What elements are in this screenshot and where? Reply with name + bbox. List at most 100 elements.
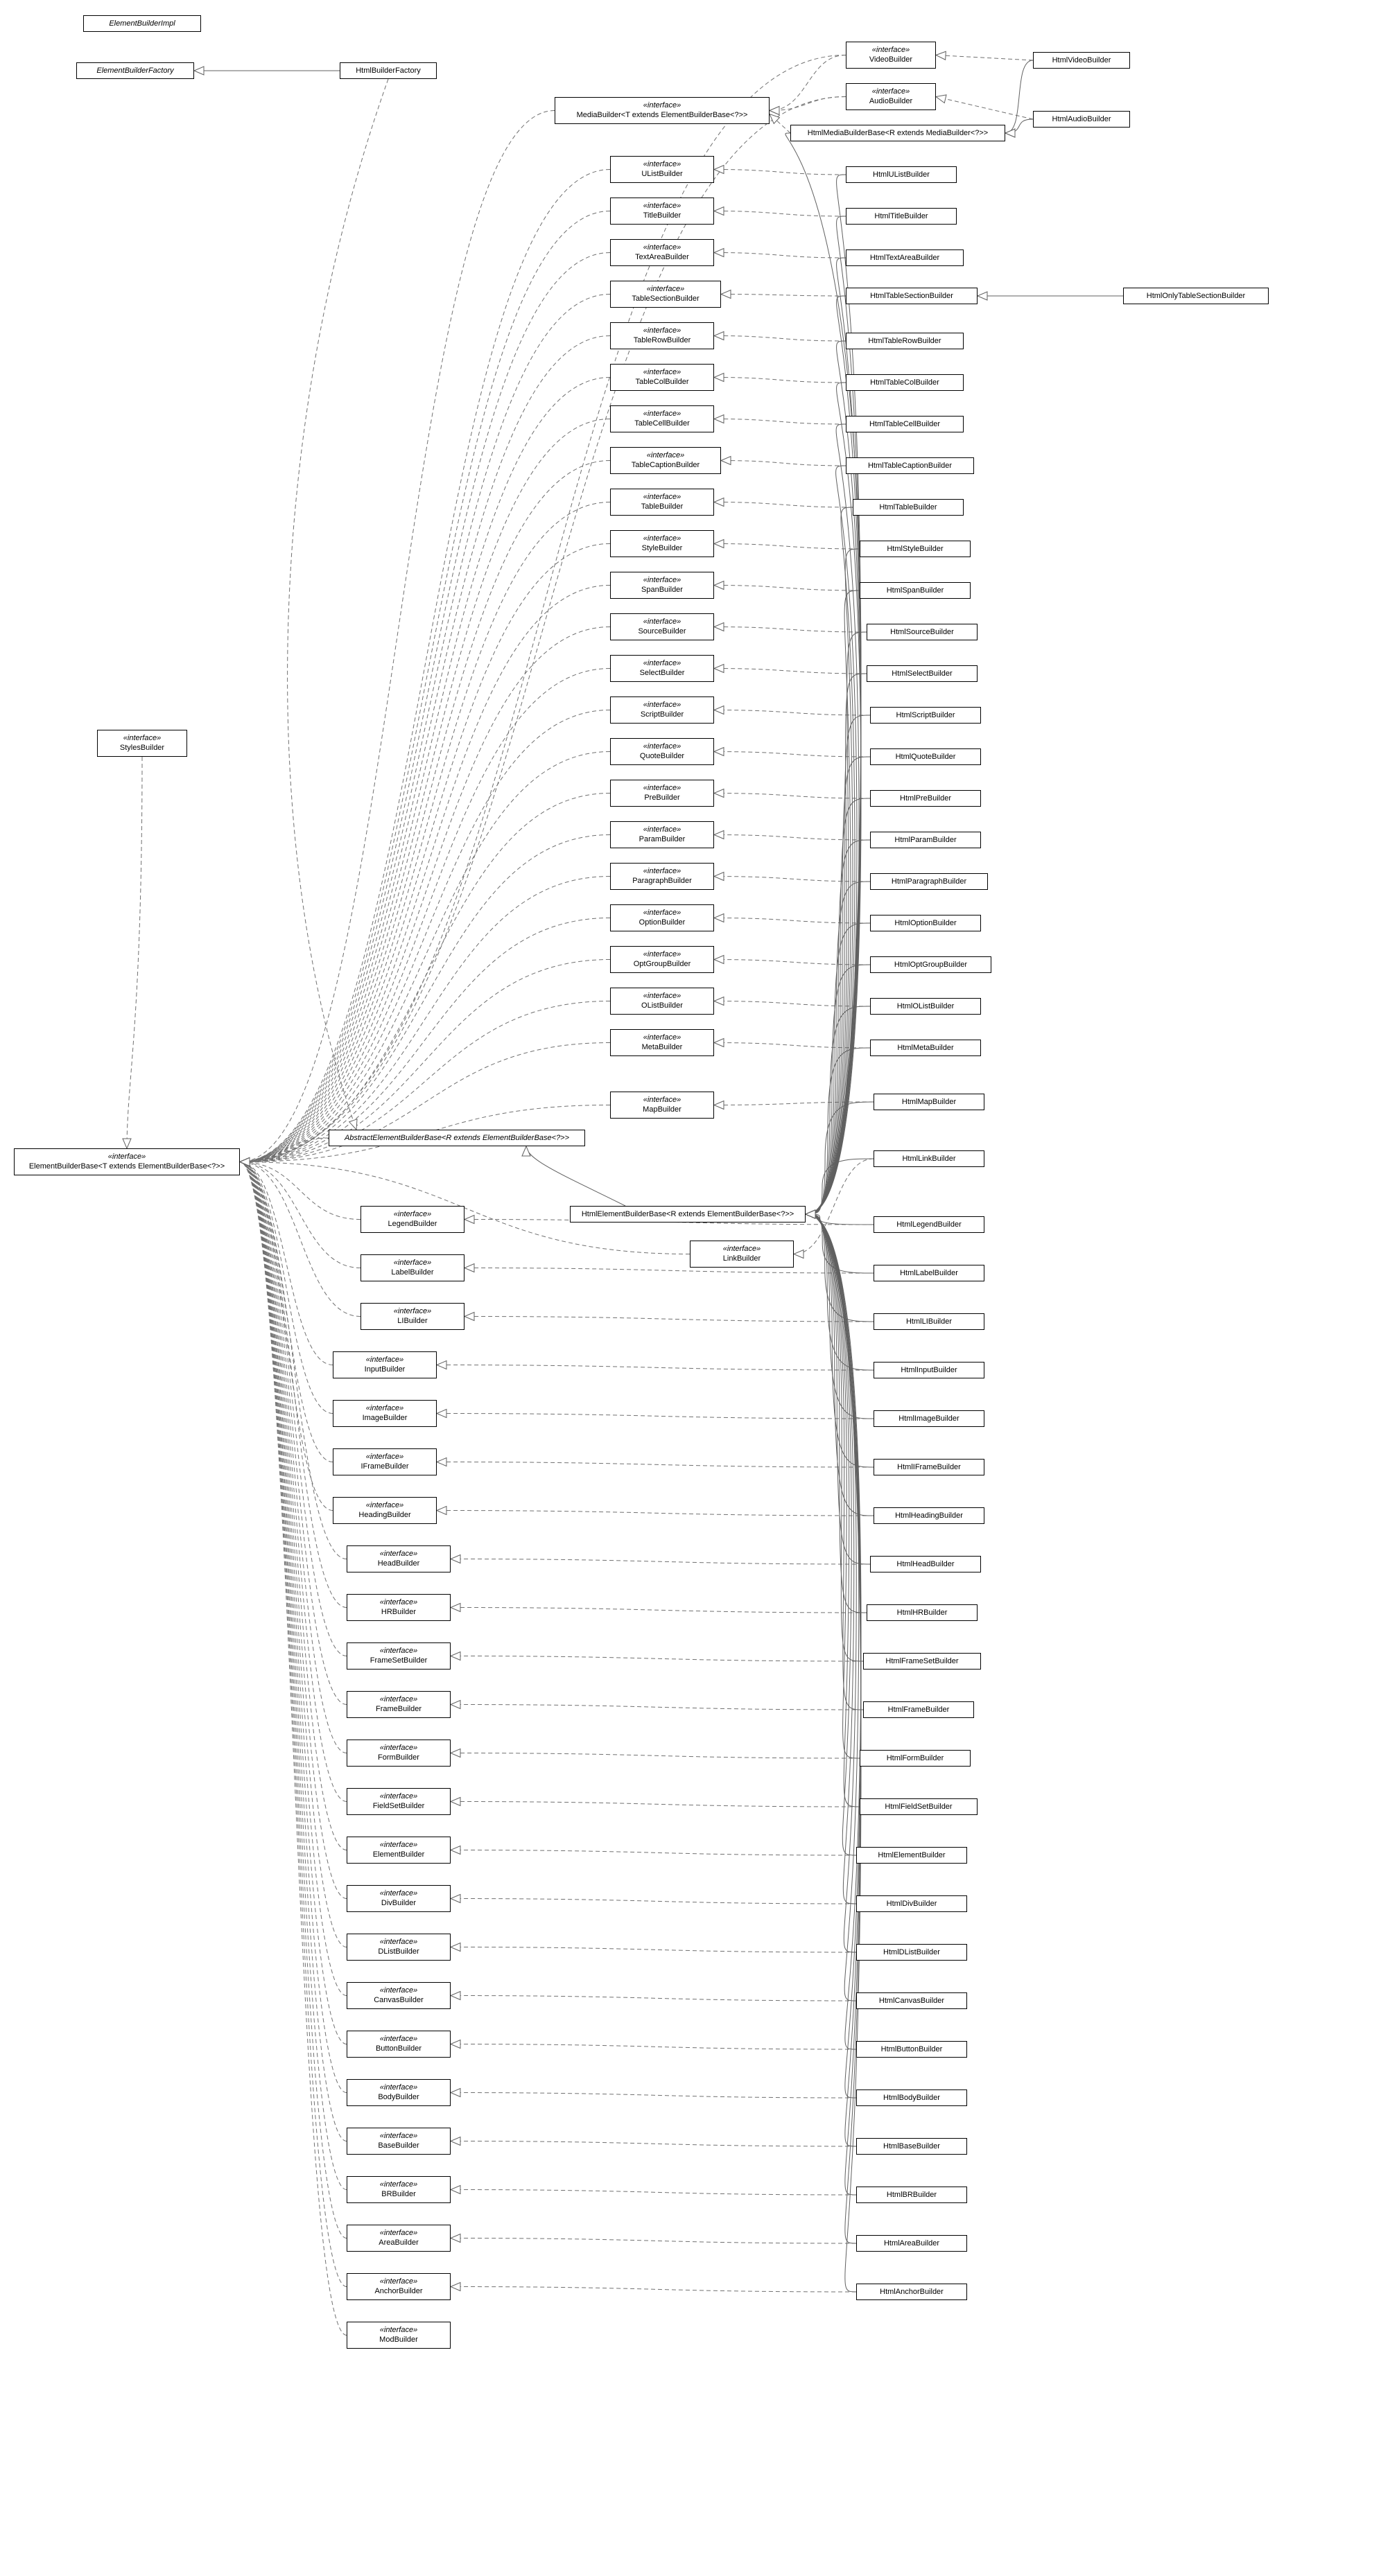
class-HtmlAnchorBuilder: HtmlAnchorBuilder bbox=[856, 2284, 967, 2300]
class-HtmlFrameSetBuilder: HtmlFrameSetBuilder bbox=[863, 1653, 981, 1670]
class-HtmlSelectBuilder: HtmlSelectBuilder bbox=[867, 665, 978, 682]
class-label: TableRowBuilder bbox=[634, 336, 691, 344]
class-label: HtmlFormBuilder bbox=[887, 1754, 944, 1762]
stereotype: «interface» bbox=[353, 1986, 444, 1995]
class-label: HtmlStyleBuilder bbox=[887, 545, 943, 553]
class-MediaBuilder: «interface»MediaBuilder<T extends Elemen… bbox=[555, 97, 770, 124]
stereotype: «interface» bbox=[353, 1791, 444, 1801]
class-label: FrameBuilder bbox=[376, 1705, 422, 1713]
class-label: HtmlTableSectionBuilder bbox=[870, 292, 953, 300]
class-label: TableBuilder bbox=[641, 502, 684, 511]
class-label: HtmlParagraphBuilder bbox=[892, 877, 966, 886]
class-StylesBuilder: «interface»StylesBuilder bbox=[97, 730, 187, 757]
class-label: FrameSetBuilder bbox=[370, 1656, 428, 1665]
stereotype: «interface» bbox=[339, 1355, 431, 1365]
class-AbstractElementBuilderBase: AbstractElementBuilderBase<R extends Ele… bbox=[329, 1130, 585, 1146]
class-DivBuilder: «interface»DivBuilder bbox=[347, 1885, 451, 1912]
class-label: InputBuilder bbox=[365, 1365, 406, 1374]
class-HtmlMetaBuilder: HtmlMetaBuilder bbox=[870, 1040, 981, 1056]
class-label: HeadingBuilder bbox=[358, 1511, 410, 1519]
class-label: AnchorBuilder bbox=[374, 2287, 422, 2295]
class-label: StyleBuilder bbox=[642, 544, 683, 552]
class-label: HtmlHeadBuilder bbox=[896, 1560, 954, 1568]
class-label: HtmlTextAreaBuilder bbox=[870, 254, 939, 262]
class-label: BodyBuilder bbox=[378, 2093, 419, 2101]
class-HtmlBodyBuilder: HtmlBodyBuilder bbox=[856, 2089, 967, 2106]
stereotype: «interface» bbox=[339, 1500, 431, 1510]
class-SelectBuilder: «interface»SelectBuilder bbox=[610, 655, 714, 682]
class-HtmlLIBuilder: HtmlLIBuilder bbox=[874, 1313, 984, 1330]
class-label: TextAreaBuilder bbox=[635, 253, 689, 261]
class-StyleBuilder: «interface»StyleBuilder bbox=[610, 530, 714, 557]
class-label: CanvasBuilder bbox=[374, 1996, 424, 2004]
class-label: HtmlImageBuilder bbox=[898, 1414, 959, 1423]
stereotype: «interface» bbox=[353, 1889, 444, 1898]
class-BodyBuilder: «interface»BodyBuilder bbox=[347, 2079, 451, 2106]
class-label: HtmlFrameSetBuilder bbox=[885, 1657, 958, 1665]
uml-class-diagram: ElementBuilderImplElementBuilderFactoryH… bbox=[14, 14, 1367, 2562]
class-HtmlTableColBuilder: HtmlTableColBuilder bbox=[846, 374, 964, 391]
class-IFrameBuilder: «interface»IFrameBuilder bbox=[333, 1448, 437, 1475]
class-HtmlTitleBuilder: HtmlTitleBuilder bbox=[846, 208, 957, 225]
class-label: TableCellBuilder bbox=[634, 419, 690, 428]
class-label: HtmlAudioBuilder bbox=[1052, 115, 1111, 123]
stereotype: «interface» bbox=[339, 1403, 431, 1413]
class-label: HtmlLabelBuilder bbox=[900, 1269, 958, 1277]
stereotype: «interface» bbox=[616, 1033, 708, 1042]
stereotype: «interface» bbox=[353, 2034, 444, 2044]
stereotype: «interface» bbox=[616, 908, 708, 918]
class-FrameSetBuilder: «interface»FrameSetBuilder bbox=[347, 1642, 451, 1670]
class-HtmlElementBuilderBase: HtmlElementBuilderBase<R extends Element… bbox=[570, 1206, 806, 1223]
stereotype: «interface» bbox=[20, 1152, 234, 1162]
class-label: HtmlElementBuilder bbox=[878, 1851, 945, 1859]
class-label: AudioBuilder bbox=[869, 97, 912, 105]
class-label: TitleBuilder bbox=[643, 211, 681, 220]
class-HtmlParagraphBuilder: HtmlParagraphBuilder bbox=[870, 873, 988, 890]
stereotype: «interface» bbox=[353, 1646, 444, 1656]
class-HtmlIFrameBuilder: HtmlIFrameBuilder bbox=[874, 1459, 984, 1475]
class-label: AreaBuilder bbox=[379, 2238, 418, 2247]
class-label: SelectBuilder bbox=[640, 669, 685, 677]
stereotype: «interface» bbox=[616, 949, 708, 959]
class-InputBuilder: «interface»InputBuilder bbox=[333, 1351, 437, 1378]
class-label: ElementBuilderFactory bbox=[96, 67, 173, 75]
class-LabelBuilder: «interface»LabelBuilder bbox=[361, 1254, 464, 1281]
class-HtmlTableSectionBuilder: HtmlTableSectionBuilder bbox=[846, 288, 978, 304]
class-LegendBuilder: «interface»LegendBuilder bbox=[361, 1206, 464, 1233]
class-HtmlTableRowBuilder: HtmlTableRowBuilder bbox=[846, 333, 964, 349]
stereotype: «interface» bbox=[616, 243, 708, 252]
stereotype: «interface» bbox=[367, 1209, 458, 1219]
stereotype: «interface» bbox=[353, 1937, 444, 1947]
class-label: ParamBuilder bbox=[639, 835, 686, 843]
class-label: SpanBuilder bbox=[641, 586, 683, 594]
stereotype: «interface» bbox=[353, 1840, 444, 1850]
stereotype: «interface» bbox=[696, 1244, 788, 1254]
class-label: QuoteBuilder bbox=[640, 752, 684, 760]
stereotype: «interface» bbox=[616, 450, 715, 460]
stereotype: «interface» bbox=[616, 866, 708, 876]
class-label: StylesBuilder bbox=[120, 744, 164, 752]
stereotype: «interface» bbox=[353, 1549, 444, 1559]
class-label: HtmlTableCaptionBuilder bbox=[868, 462, 952, 470]
class-HtmlLinkBuilder: HtmlLinkBuilder bbox=[874, 1150, 984, 1167]
class-HtmlHeadBuilder: HtmlHeadBuilder bbox=[870, 1556, 981, 1572]
class-label: HtmlIFrameBuilder bbox=[897, 1463, 961, 1471]
class-label: HtmlBRBuilder bbox=[887, 2191, 937, 2199]
class-HtmlTableCellBuilder: HtmlTableCellBuilder bbox=[846, 416, 964, 432]
stereotype: «interface» bbox=[103, 733, 181, 743]
class-HtmlPreBuilder: HtmlPreBuilder bbox=[870, 790, 981, 807]
class-label: ElementBuilder bbox=[373, 1850, 425, 1859]
stereotype: «interface» bbox=[353, 2083, 444, 2092]
class-AnchorBuilder: «interface»AnchorBuilder bbox=[347, 2273, 451, 2300]
class-HtmlUListBuilder: HtmlUListBuilder bbox=[846, 166, 957, 183]
class-HtmlTableCaptionBuilder: HtmlTableCaptionBuilder bbox=[846, 457, 974, 474]
class-label: HtmlMetaBuilder bbox=[897, 1044, 953, 1052]
class-MetaBuilder: «interface»MetaBuilder bbox=[610, 1029, 714, 1056]
stereotype: «interface» bbox=[616, 991, 708, 1001]
class-QuoteBuilder: «interface»QuoteBuilder bbox=[610, 738, 714, 765]
class-label: HtmlParamBuilder bbox=[894, 836, 956, 844]
class-label: OListBuilder bbox=[641, 1001, 683, 1010]
class-label: HtmlSourceBuilder bbox=[890, 628, 954, 636]
class-HtmlButtonBuilder: HtmlButtonBuilder bbox=[856, 2041, 967, 2058]
class-label: HtmlSelectBuilder bbox=[892, 669, 952, 678]
